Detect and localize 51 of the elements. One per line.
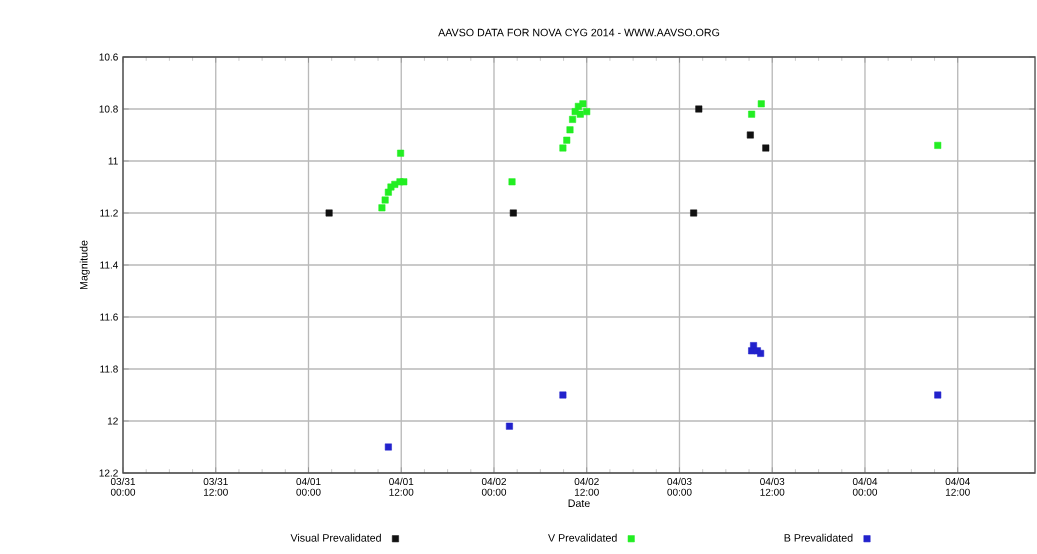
point	[583, 108, 591, 116]
x-tick-label: 03/31 00:00	[110, 477, 136, 496]
point	[400, 178, 408, 186]
point	[762, 144, 770, 152]
y-axis-title: Magnitude	[79, 240, 90, 290]
x-tick-label: 04/02 12:00	[574, 477, 599, 496]
point	[579, 100, 587, 108]
y-tick-label: 10.6	[99, 53, 118, 61]
point	[746, 131, 754, 139]
y-tick-label: 10.8	[99, 105, 118, 113]
point	[509, 209, 517, 217]
y-tick-label: 11.8	[100, 365, 118, 373]
y-tick-label: 11.2	[100, 209, 118, 217]
point	[559, 391, 567, 399]
legend-label: Visual Prevalidated	[290, 533, 381, 542]
point	[690, 209, 698, 217]
y-tick-label: 11.4	[100, 261, 118, 269]
point	[576, 110, 584, 118]
point	[934, 141, 942, 149]
point	[384, 443, 392, 451]
x-axis-title: Date	[568, 499, 590, 507]
chart-title: AAVSO DATA FOR NOVA CYG 2014 - WWW.AAVSO.ORG	[438, 28, 720, 37]
point	[757, 349, 765, 357]
point	[381, 196, 389, 204]
point	[508, 178, 516, 186]
point	[748, 110, 756, 118]
y-tick-label: 11.6	[100, 313, 118, 321]
point	[757, 100, 765, 108]
point	[397, 149, 405, 157]
x-tick-label: 03/31 12:00	[203, 477, 228, 496]
point	[563, 136, 571, 144]
y-tick-label: 12.2	[99, 469, 118, 477]
x-tick-label: 04/02 00:00	[481, 477, 507, 496]
x-tick-label: 04/01 12:00	[389, 477, 414, 496]
y-tick-label: 12	[107, 417, 118, 425]
legend-label: B Prevalidated	[784, 533, 853, 542]
point	[695, 105, 703, 113]
point	[378, 204, 386, 212]
point	[566, 126, 574, 134]
x-tick-label: 04/01 00:00	[296, 477, 321, 496]
point	[559, 144, 567, 152]
point	[569, 115, 577, 123]
point	[505, 422, 513, 430]
x-tick-label: 04/04 00:00	[852, 477, 878, 496]
point	[325, 209, 333, 217]
point	[934, 391, 942, 399]
legend-label: V Prevalidated	[548, 533, 617, 542]
x-tick-label: 04/03 00:00	[667, 477, 692, 496]
y-tick-label: 11	[108, 157, 118, 165]
x-tick-label: 04/04 12:00	[945, 477, 970, 496]
x-tick-label: 04/03 12:00	[760, 477, 785, 496]
